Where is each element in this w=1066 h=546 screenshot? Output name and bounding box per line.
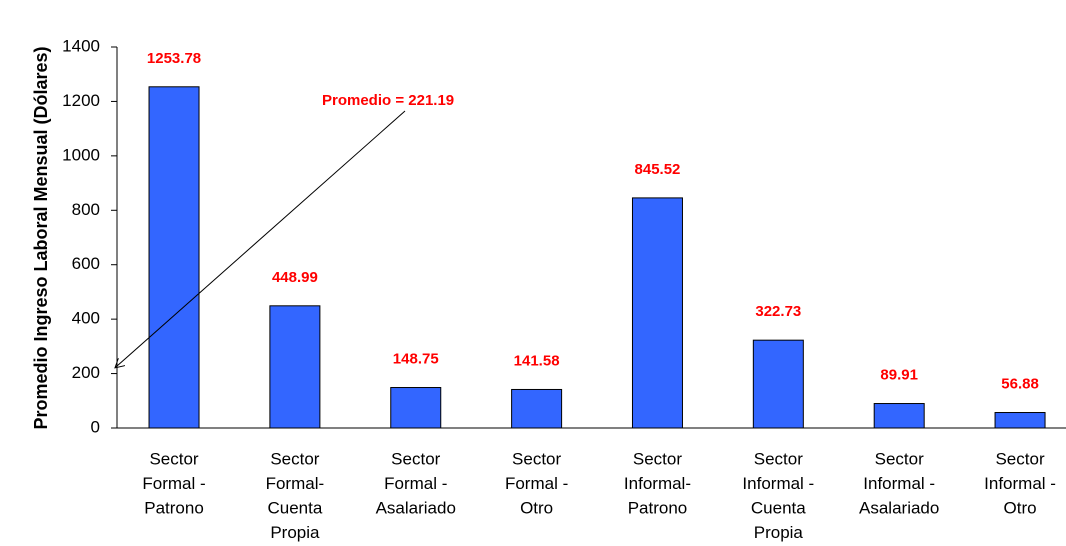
x-tick-label: Formal - xyxy=(384,474,447,493)
bar xyxy=(752,339,804,429)
x-tick-label: Propia xyxy=(270,523,320,542)
bar xyxy=(390,387,442,429)
y-tick-label: 1400 xyxy=(62,36,100,55)
x-tick-label: Formal- xyxy=(266,474,325,493)
x-tick-label: Sector xyxy=(633,449,682,468)
x-tick-label: Sector xyxy=(270,449,319,468)
value-label: 322.73 xyxy=(755,303,801,320)
y-tick-label: 400 xyxy=(72,309,100,328)
x-tick-label: Sector xyxy=(391,449,440,468)
x-tick-label: Informal- xyxy=(624,474,691,493)
x-tick-label: Asalariado xyxy=(859,498,939,517)
annotation: Promedio = 221.19 xyxy=(322,92,454,109)
x-tick-label: Formal - xyxy=(142,474,205,493)
x-tick-label: Cuenta xyxy=(267,498,322,517)
value-label: 448.99 xyxy=(272,269,318,286)
x-tick-label: Sector xyxy=(149,449,198,468)
y-tick-label: 600 xyxy=(72,254,100,273)
x-tick-label: Sector xyxy=(995,449,1044,468)
x-tick-label: Patrono xyxy=(628,498,688,517)
x-tick-label: Propia xyxy=(754,523,804,542)
bar xyxy=(148,86,200,429)
x-tick-label: Otro xyxy=(520,498,553,517)
x-tick-label: Sector xyxy=(875,449,924,468)
x-tick-label: Sector xyxy=(512,449,561,468)
y-tick-label: 200 xyxy=(72,363,100,382)
x-tick-label: Informal - xyxy=(742,474,814,493)
x-tick-label: Formal - xyxy=(505,474,568,493)
x-tick-label: Otro xyxy=(1004,498,1037,517)
value-label: 89.91 xyxy=(880,367,918,384)
y-tick-label: 0 xyxy=(91,417,100,436)
value-label: 141.58 xyxy=(514,352,560,369)
y-tick-label: 800 xyxy=(72,200,100,219)
bar xyxy=(873,403,925,429)
bar xyxy=(269,305,321,429)
x-tick-label: Sector xyxy=(754,449,803,468)
bar xyxy=(994,412,1046,429)
value-label: 148.75 xyxy=(393,350,439,367)
y-tick-label: 1000 xyxy=(62,145,100,164)
x-tick-label: Informal - xyxy=(863,474,935,493)
value-label: 845.52 xyxy=(635,161,681,178)
bar xyxy=(631,197,683,429)
annotation-arrow xyxy=(115,110,406,368)
value-label: 1253.78 xyxy=(147,50,201,67)
bar xyxy=(511,388,563,429)
y-axis-label: Promedio Ingreso Laboral Mensual (Dólare… xyxy=(31,46,51,429)
x-tick-label: Cuenta xyxy=(751,498,806,517)
value-label: 56.88 xyxy=(1001,375,1039,392)
y-tick-label: 1200 xyxy=(62,91,100,110)
x-tick-label: Asalariado xyxy=(376,498,456,517)
x-tick-label: Informal - xyxy=(984,474,1056,493)
x-tick-label: Patrono xyxy=(144,498,204,517)
